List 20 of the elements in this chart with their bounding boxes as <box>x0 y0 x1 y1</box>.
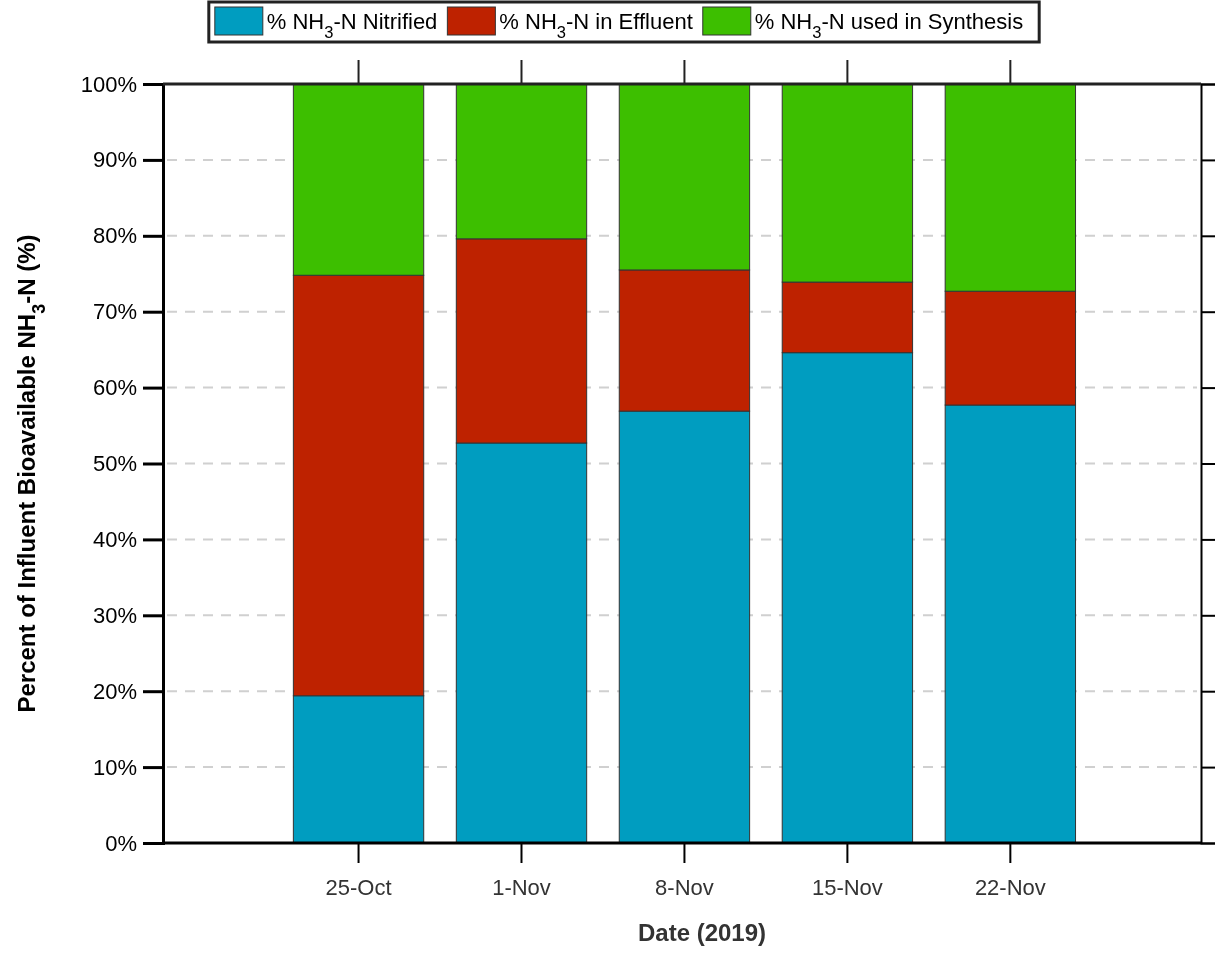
y-tick-label: 100% <box>80 71 137 97</box>
y-tick-label: 10% <box>92 754 137 780</box>
x-tick-label: 1-Nov <box>492 875 551 900</box>
y-tick-label: 0% <box>105 830 137 856</box>
y-tick-label: 60% <box>92 375 137 401</box>
legend-label: % NH$_{3}$-N used in Synthesis <box>754 9 1024 41</box>
y-tick-label: 70% <box>92 299 137 325</box>
y-tick-label: 40% <box>92 526 137 552</box>
y-tick-label: 30% <box>92 602 137 628</box>
x-tick-label: 15-Nov <box>811 875 883 900</box>
y-tick-label: 80% <box>92 223 137 249</box>
y-tick-label: 90% <box>92 147 137 173</box>
x-axis-title: Date (2019) <box>637 919 767 946</box>
y-tick-label: 50% <box>92 451 137 477</box>
legend-label: % NH$_{3}$-N in Effluent <box>499 9 693 41</box>
x-tick-label: 25-Oct <box>325 875 392 900</box>
y-tick-label: 20% <box>92 678 137 704</box>
legend-label: % NH$_{3}$-N Nitrified <box>266 9 438 41</box>
x-tick-label: 22-Nov <box>974 875 1046 900</box>
x-tick-label: 8-Nov <box>655 875 714 900</box>
